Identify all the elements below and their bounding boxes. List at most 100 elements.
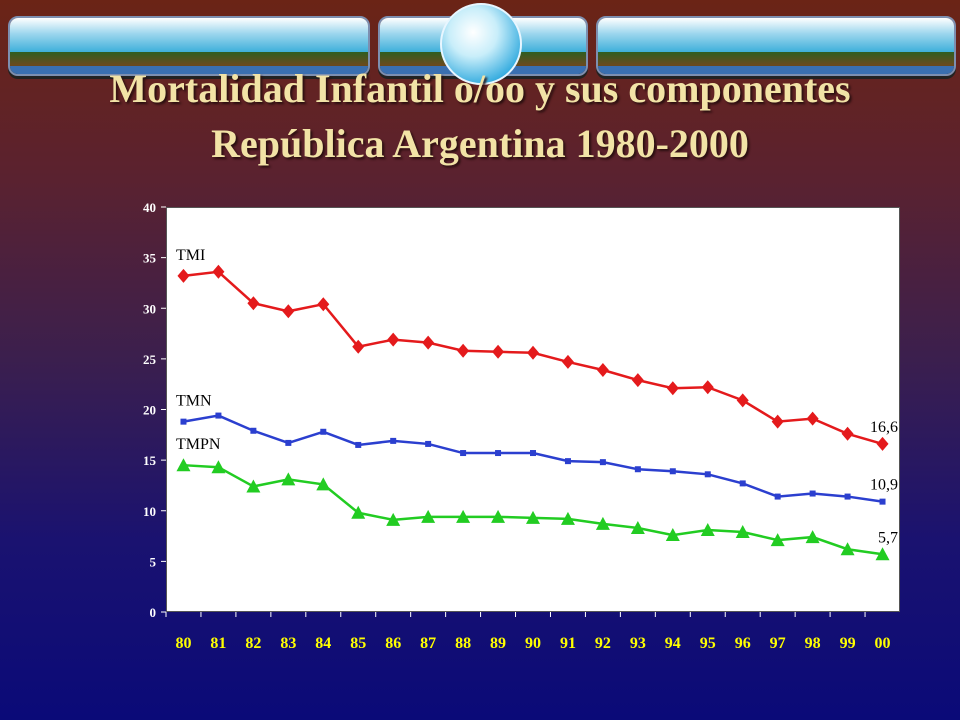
x-tick-label: 90 — [525, 635, 541, 652]
tmi-point — [701, 380, 714, 395]
tmpn-point — [386, 512, 401, 526]
x-tick-label: 82 — [245, 635, 261, 652]
tmpn-point — [875, 547, 890, 561]
tmn-point — [285, 439, 292, 446]
x-tick-label: 83 — [280, 635, 296, 652]
tmn-point — [634, 466, 641, 473]
tmi-point — [631, 373, 644, 388]
tmi-series-label: TMI — [176, 247, 205, 264]
tmpn-point — [421, 509, 436, 523]
x-tick-label: 95 — [700, 635, 716, 652]
tmi-point — [457, 343, 470, 358]
tmi-point — [561, 354, 574, 369]
tmpn-point — [281, 472, 296, 486]
x-tick-label: 84 — [315, 635, 331, 652]
tmpn-point — [491, 509, 506, 523]
tmpn-point — [735, 525, 750, 539]
tmn-point — [460, 450, 467, 457]
y-tick-label: 25 — [143, 352, 157, 367]
tmn-point — [320, 428, 327, 435]
tmn-point — [564, 458, 571, 465]
tmpn-point — [630, 520, 645, 534]
header-banner-left — [8, 16, 370, 76]
chart-title-line1: Mortalidad Infantil o/oo y sus component… — [109, 66, 851, 111]
tmn-point — [530, 450, 536, 457]
tmn-point — [879, 498, 886, 505]
tmn-point — [425, 440, 432, 447]
y-tick-label: 35 — [143, 251, 157, 266]
tmi-point — [317, 297, 330, 312]
tmi-end-value-label: 16,6 — [870, 419, 898, 436]
tmn-point — [704, 471, 711, 478]
x-tick-label: 89 — [490, 635, 506, 652]
tmn-point — [739, 480, 746, 487]
x-tick-label: 81 — [210, 635, 226, 652]
tmpn-point — [526, 510, 540, 524]
tmi-point — [177, 268, 190, 283]
tmpn-point — [316, 477, 331, 491]
tmi-point — [352, 339, 365, 354]
tmi-point — [422, 335, 435, 350]
x-tick-label: 00 — [875, 635, 891, 652]
tmpn-point — [351, 505, 366, 519]
tmpn-end-value-label: 5,7 — [878, 529, 898, 546]
tmi-point — [841, 426, 854, 441]
x-tick-label: 98 — [805, 635, 821, 652]
tmpn-point — [700, 522, 715, 536]
y-tick-label: 0 — [150, 605, 157, 620]
tmn-point — [669, 468, 676, 475]
header-banner-right — [596, 16, 956, 76]
tmi-point — [492, 344, 505, 359]
x-tick-label: 97 — [770, 635, 786, 652]
x-tick-label: 96 — [735, 635, 751, 652]
tmpn-point — [456, 509, 471, 523]
y-tick-label: 20 — [143, 403, 156, 418]
y-tick-label: 40 — [143, 200, 156, 215]
tmn-point — [215, 412, 222, 419]
tmn-point — [390, 437, 397, 444]
x-tick-label: 86 — [385, 635, 401, 652]
tmi-point — [596, 363, 609, 378]
x-tick-label: 80 — [175, 635, 191, 652]
tmi-point — [666, 381, 679, 396]
tmpn-point — [840, 542, 855, 556]
tmn-point — [355, 441, 362, 448]
tmn-point — [180, 418, 187, 425]
x-tick-label: 99 — [840, 635, 856, 652]
tmpn-point — [595, 516, 610, 530]
x-tick-label: 92 — [595, 635, 611, 652]
tmpn-point — [665, 528, 680, 542]
x-tick-label: 94 — [665, 635, 681, 652]
tmpn-point — [211, 460, 226, 474]
tmi-point — [876, 436, 889, 451]
x-tick-label: 88 — [455, 635, 471, 652]
tmi-point — [212, 264, 225, 279]
tmpn-point — [176, 458, 191, 472]
x-tick-label: 91 — [560, 635, 576, 652]
tmi-point — [247, 296, 260, 311]
tmi-point — [387, 332, 400, 347]
y-tick-label: 10 — [143, 504, 156, 519]
chart-title-line2: República Argentina 1980-2000 — [211, 121, 749, 166]
tmpn-point — [805, 530, 820, 544]
y-tick-label: 5 — [150, 554, 157, 569]
tmpn-point — [560, 511, 575, 525]
tmi-point — [806, 411, 819, 426]
x-tick-label: 87 — [420, 635, 436, 652]
tmn-point — [250, 427, 257, 434]
tmi-point — [282, 304, 295, 319]
x-tick-label: 93 — [630, 635, 646, 652]
globe-icon — [440, 3, 522, 85]
tmi-point — [771, 414, 784, 429]
tmn-point — [599, 459, 606, 466]
tmn-point — [844, 493, 851, 500]
tmn-point — [774, 493, 781, 500]
y-tick-label: 15 — [143, 453, 157, 468]
tmpn-point — [246, 479, 261, 493]
tmn-point — [809, 490, 816, 497]
tmi-point — [527, 345, 539, 360]
tmn-point — [495, 450, 502, 457]
tmi-point — [736, 393, 749, 408]
x-tick-label: 85 — [350, 635, 366, 652]
